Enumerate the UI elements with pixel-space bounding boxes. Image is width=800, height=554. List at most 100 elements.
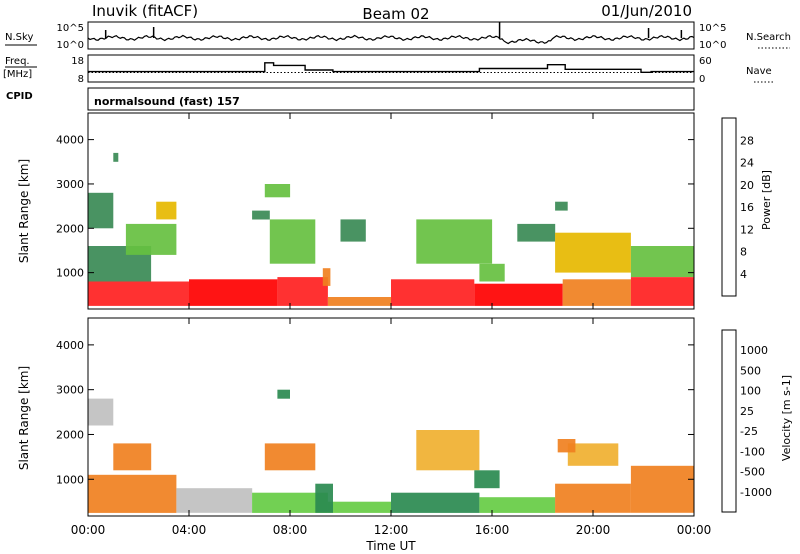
power-cell-0 — [88, 281, 189, 306]
velocity-cell-0 — [88, 474, 177, 513]
colorbar-tick-label: 8 — [740, 246, 747, 259]
power-cell-14 — [322, 268, 331, 286]
colorbar-tick-label: 25 — [740, 405, 754, 418]
freq-panel-frame — [87, 54, 695, 83]
noise-left-tick-bottom: 10^0 — [57, 40, 84, 51]
power-heatmap — [88, 152, 694, 306]
beam-title: Beam 02 — [362, 5, 429, 23]
colorbar-tick-label: 24 — [740, 157, 754, 170]
power-cell-17 — [479, 263, 505, 282]
velocity-y-ticks: 1000 2000 3000 4000 — [56, 339, 694, 486]
x-axis-label: Time UT — [365, 539, 416, 553]
y-tick-label: 4000 — [56, 339, 84, 352]
y-tick-label: 1000 — [56, 267, 84, 280]
colorbar-frame — [721, 329, 737, 513]
nave-step-line — [88, 62, 694, 73]
x-tick-label: 00:00 — [677, 523, 712, 537]
power-cell-23 — [113, 152, 119, 162]
nave-label: Nave — [746, 66, 772, 77]
noise-right-tick-bottom: 10^0 — [699, 40, 726, 51]
power-cell-9 — [88, 192, 114, 229]
x-tick-label: 12:00 — [374, 523, 409, 537]
power-y-ticks: 1000 2000 3000 4000 — [56, 134, 694, 280]
nave-right-tick-top: 60 — [699, 56, 712, 67]
velocity-cell-15 — [277, 389, 290, 399]
colorbar-tick-label: 100 — [740, 385, 761, 398]
power-cell-15 — [340, 219, 366, 242]
freq-label: Freq. — [5, 56, 30, 67]
colorbar-tick-label: 12 — [740, 223, 754, 236]
velocity-colorbar: 1000 500 100 25 -25 -100 -500 -1000 — [721, 329, 772, 513]
colorbar-tick-label: -25 — [740, 425, 758, 438]
y-tick-label: 2000 — [56, 428, 84, 441]
velocity-cell-12 — [567, 443, 619, 466]
power-y-axis-label: Slant Range [km] — [17, 159, 31, 263]
colorbar-tick-label: 20 — [740, 179, 754, 192]
time-x-ticks: 00:00 04:00 08:00 12:00 16:00 20:00 00:00 — [71, 113, 712, 537]
noise-panel-frame — [87, 21, 695, 50]
noise-right-tick-top: 10^5 — [699, 23, 726, 34]
station-title: Inuvik (fitACF) — [92, 2, 198, 20]
velocity-cell-13 — [630, 465, 694, 513]
x-tick-label: 04:00 — [172, 523, 207, 537]
colorbar-tick-label: -1000 — [740, 486, 772, 499]
power-cell-18 — [517, 223, 556, 242]
power-cell-10 — [125, 223, 177, 255]
velocity-cell-4 — [252, 492, 328, 513]
power-cell-21 — [264, 184, 291, 198]
velocity-cell-7 — [391, 492, 480, 513]
colorbar-tick-label: 16 — [740, 201, 754, 214]
y-tick-label: 1000 — [56, 473, 84, 486]
noise-sky-trace — [87, 22, 695, 45]
velocity-heatmap — [88, 389, 694, 513]
colorbar-tick-label: -100 — [740, 445, 765, 458]
colorbar-tick-label: 500 — [740, 364, 761, 377]
velocity-colorbar-label: Velocity [m s-1] — [780, 375, 793, 461]
velocity-cell-11 — [555, 483, 631, 513]
noise-sky-line — [87, 34, 695, 45]
power-cell-19 — [555, 232, 631, 273]
cpid-program: normalsound (fast) 157 — [94, 95, 240, 108]
power-cell-12 — [252, 210, 270, 220]
colorbar-tick-label: -500 — [740, 466, 765, 479]
freq-trace — [88, 62, 694, 74]
y-tick-label: 3000 — [56, 178, 84, 191]
cpid-label: CPID — [6, 91, 33, 102]
velocity-cell-2 — [113, 443, 152, 471]
velocity-cell-1 — [88, 398, 114, 426]
power-cell-4 — [391, 279, 475, 306]
noise-sky-label: N.Sky — [5, 32, 33, 43]
velocity-cell-8 — [416, 430, 480, 471]
x-tick-label: 20:00 — [576, 523, 611, 537]
power-colorbar-label: Power [dB] — [760, 170, 773, 230]
colorbar-tick-label: 28 — [740, 134, 754, 147]
velocity-cell-14 — [315, 483, 333, 513]
x-tick-label: 16:00 — [475, 523, 510, 537]
noise-left-tick-top: 10^5 — [57, 23, 84, 34]
velocity-cell-9 — [479, 497, 556, 513]
power-cell-7 — [630, 277, 694, 306]
freq-left-tick-bottom: 8 — [78, 74, 84, 85]
freq-left-tick-top: 18 — [71, 56, 84, 67]
power-cell-22 — [555, 201, 568, 211]
power-cell-13 — [269, 219, 316, 264]
y-tick-label: 4000 — [56, 134, 84, 147]
date-title: 01/Jun/2010 — [601, 2, 692, 20]
velocity-cell-5 — [264, 443, 316, 471]
power-cell-6 — [562, 279, 631, 306]
power-cell-11 — [156, 201, 177, 220]
power-cell-3 — [327, 297, 391, 306]
freq-unit-label: [MHz] — [3, 69, 32, 80]
power-cell-5 — [474, 283, 563, 306]
y-tick-label: 2000 — [56, 222, 84, 235]
colorbar-frame — [721, 117, 737, 297]
y-tick-label: 3000 — [56, 384, 84, 397]
colorbar-tick-label: 1000 — [740, 344, 768, 357]
x-tick-label: 00:00 — [71, 523, 106, 537]
velocity-cell-10 — [474, 470, 500, 489]
power-cell-2 — [277, 277, 328, 306]
power-cell-20 — [630, 246, 694, 277]
velocity-cell-3 — [176, 488, 253, 513]
power-cell-16 — [416, 219, 493, 264]
